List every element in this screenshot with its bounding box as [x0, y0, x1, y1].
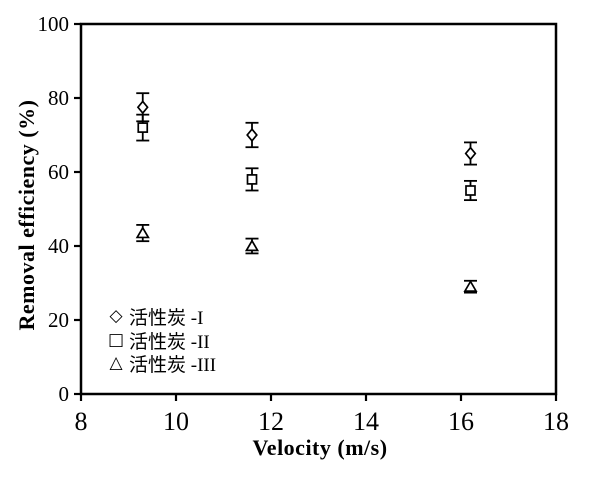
legend-label: 活性炭 -I — [129, 308, 204, 330]
data-point-diamond — [464, 141, 477, 166]
x-axis-tick-label: 18 — [543, 407, 569, 436]
y-axis-tick-label: 100 — [38, 12, 70, 36]
diamond-marker — [136, 100, 149, 115]
legend: ◇ 活性炭 -I □ 活性炭 -II △ 活性炭 -III — [103, 305, 217, 377]
legend-item: ◇ 活性炭 -I — [103, 305, 216, 330]
x-axis-tick-label: 16 — [448, 407, 474, 436]
x-axis-tick-label: 10 — [163, 407, 189, 436]
series-square — [136, 113, 477, 202]
y-axis-tick-label: 20 — [48, 308, 69, 332]
legend-label: 活性炭 -III — [129, 355, 217, 377]
triangle-icon: △ — [109, 353, 123, 374]
x-axis-tick-label: 8 — [75, 407, 88, 436]
legend-item: □ 活性炭 -II — [103, 329, 216, 353]
triangle-marker — [244, 239, 260, 252]
series-triangle — [135, 224, 478, 294]
data-point-triangle — [244, 237, 260, 255]
diamond-icon: ◇ — [109, 306, 123, 327]
x-axis-tick-label: 14 — [353, 407, 379, 436]
data-point-square — [245, 167, 259, 192]
data-point-triangle — [135, 224, 150, 243]
square-icon: □ — [107, 329, 125, 350]
legend-label: 活性炭 -II — [129, 331, 210, 353]
data-point-triangle — [463, 279, 478, 294]
square-marker — [137, 122, 149, 133]
square-marker — [465, 185, 476, 196]
series-diamond — [136, 92, 477, 166]
y-axis-tick-label: 60 — [48, 160, 69, 184]
y-axis-tick-label: 80 — [48, 86, 69, 110]
y-axis-tick-label: 40 — [48, 234, 69, 258]
x-axis-tick-label: 12 — [258, 407, 284, 436]
x-axis-title: Velocity (m/s) — [252, 435, 388, 460]
diamond-marker — [464, 146, 477, 161]
diamond-marker — [246, 127, 258, 143]
axis-frame — [79, 22, 558, 396]
square-marker — [246, 174, 258, 185]
triangle-marker — [135, 226, 150, 239]
triangle-marker — [463, 279, 478, 292]
data-point-square — [136, 113, 150, 142]
y-axis-title: Removal efficiency (%) — [14, 99, 39, 331]
data-point-square — [464, 179, 477, 202]
legend-item: △ 活性炭 -III — [103, 352, 217, 377]
data-point-diamond — [245, 121, 259, 149]
y-axis-tick-label: 0 — [59, 382, 70, 406]
